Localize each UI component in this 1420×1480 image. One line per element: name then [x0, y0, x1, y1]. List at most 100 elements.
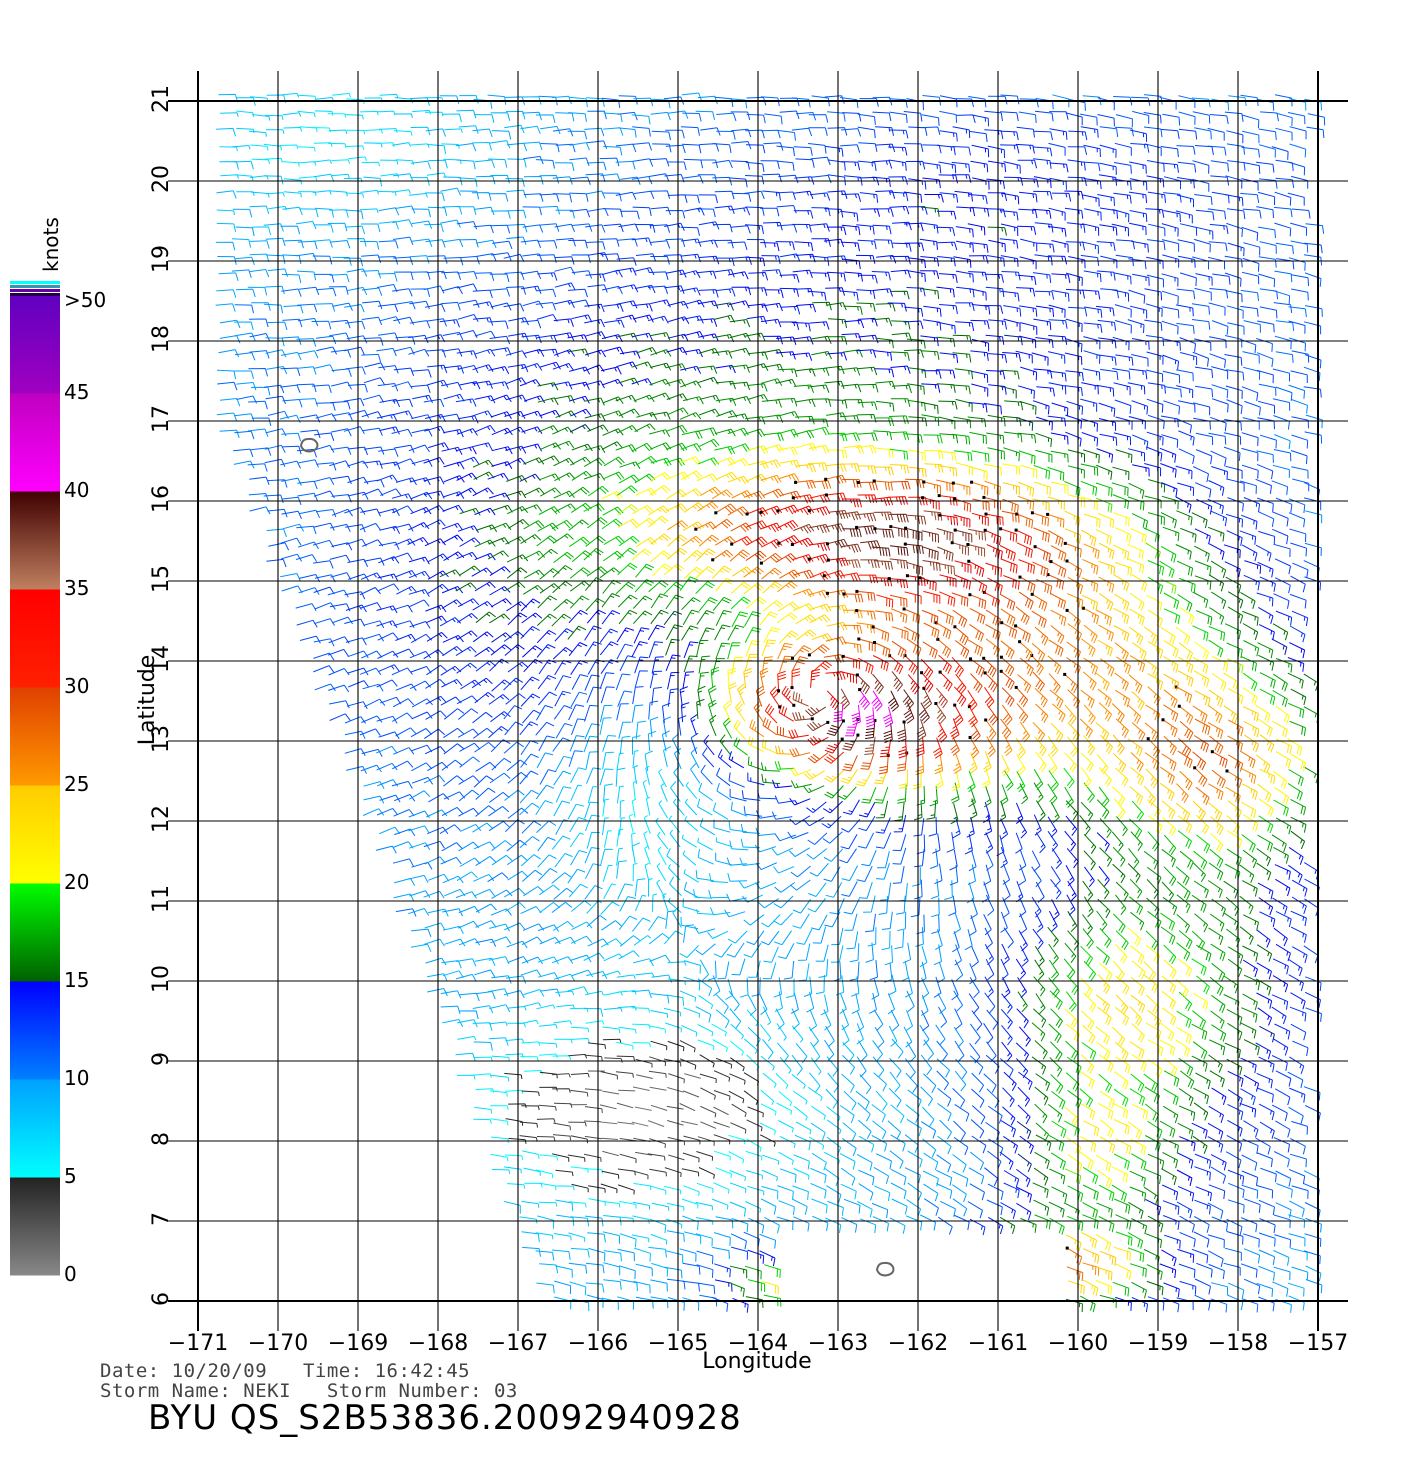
wind-barb: [779, 1168, 797, 1183]
lon-tick-label: −167: [488, 1331, 548, 1356]
wind-barb: [407, 874, 429, 883]
wind-barb: [521, 820, 542, 834]
wind-barb: [1241, 1170, 1259, 1186]
wind-barb: [235, 174, 254, 181]
wind-barb: [775, 745, 795, 755]
wind-barb: [889, 129, 909, 139]
wind-barb: [856, 1023, 864, 1045]
wind-barb: [729, 207, 751, 216]
wind-barb: [920, 222, 939, 234]
wind-barb: [1210, 510, 1228, 527]
wind-barb: [1209, 607, 1225, 625]
wind-barb: [851, 705, 861, 726]
wind-barb: [409, 890, 431, 898]
wind-barb: [1194, 913, 1209, 933]
wind-barb: [918, 702, 930, 724]
wind-barb: [603, 830, 612, 848]
wind-barb: [635, 537, 657, 548]
wind-barb: [1097, 194, 1115, 206]
wind-barb: [939, 495, 958, 506]
wind-barb: [1004, 400, 1024, 411]
wind-barb: [970, 673, 983, 694]
wind-barb: [1193, 992, 1209, 1011]
wind-barb: [1242, 623, 1259, 641]
wind-barb: [585, 1282, 605, 1293]
wind-barb: [1019, 1135, 1034, 1154]
wind-barb: [1290, 542, 1307, 557]
wind-barb: [1191, 319, 1211, 330]
wind-barb: [442, 504, 464, 513]
wind-barb: [999, 210, 1019, 221]
wind-barb: [684, 815, 699, 832]
wind-barb: [1163, 640, 1179, 658]
wind-barb: [378, 541, 400, 550]
wind-barb: [615, 767, 626, 787]
wind-barb: [746, 520, 768, 530]
wind-barb: [985, 529, 1002, 546]
wind-barb: [811, 1152, 827, 1171]
wind-barb: [361, 287, 383, 296]
wind-barb: [904, 306, 924, 317]
wind-barb: [219, 146, 238, 152]
wind-barb: [634, 1106, 652, 1111]
wind-barb: [745, 129, 765, 139]
wind-barb: [359, 240, 380, 250]
wind-barb: [1159, 1039, 1176, 1056]
wind-barb: [1258, 1296, 1275, 1312]
wind-barb: [1081, 1232, 1098, 1249]
wind-barb: [999, 545, 1016, 562]
wind-barb: [1096, 464, 1113, 480]
wind-barb: [1209, 1070, 1225, 1088]
wind-barb: [1241, 271, 1260, 285]
wind-barb: [1208, 802, 1223, 822]
wind-barb: [1224, 1247, 1242, 1261]
rain-flag: [982, 495, 986, 499]
wind-barb: [411, 711, 433, 720]
wind-barb: [360, 667, 382, 676]
wind-barb: [1031, 352, 1049, 366]
wind-barb: [697, 671, 709, 691]
wind-barb: [858, 1135, 875, 1153]
wind-barb: [1241, 1154, 1258, 1171]
wind-barb: [506, 286, 527, 295]
wind-barb: [791, 1074, 806, 1089]
wind-barb: [971, 512, 989, 526]
wind-barb: [1017, 1104, 1031, 1125]
wind-barb: [520, 625, 540, 640]
wind-barb: [1207, 208, 1227, 220]
wind-barb: [552, 1134, 572, 1141]
wind-barb: [535, 721, 555, 736]
wind-barb: [347, 650, 369, 659]
wind-barb: [763, 1264, 781, 1278]
wind-barb: [774, 795, 796, 804]
wind-barb: [793, 603, 815, 612]
wind-barb: [519, 1019, 539, 1025]
wind-barb: [588, 1247, 606, 1262]
wind-barb: [936, 528, 954, 542]
wind-barb: [569, 381, 590, 391]
wind-barb: [410, 271, 431, 280]
wind-barb: [839, 290, 859, 301]
rain-flag: [810, 717, 814, 721]
wind-barb: [555, 410, 577, 419]
wind-barb: [282, 112, 302, 117]
wind-barb: [618, 1089, 636, 1092]
wind-barb: [1259, 798, 1274, 817]
wind-barb: [1033, 190, 1053, 200]
wind-barb: [887, 690, 899, 712]
wind-barb: [971, 577, 988, 595]
wind-barb: [1016, 287, 1036, 297]
wind-barb: [1031, 593, 1048, 612]
wind-barb: [488, 366, 510, 375]
wind-barb: [777, 129, 796, 141]
rain-flag: [777, 689, 781, 693]
wind-barb: [825, 145, 844, 157]
rain-flag: [873, 527, 877, 531]
wind-barb: [935, 622, 952, 640]
wind-barb: [971, 946, 979, 968]
wind-barb: [681, 1198, 699, 1209]
wind-barb: [283, 191, 302, 198]
wind-barb: [1290, 370, 1308, 384]
wind-barb: [702, 747, 715, 768]
wind-barb: [617, 1168, 636, 1176]
